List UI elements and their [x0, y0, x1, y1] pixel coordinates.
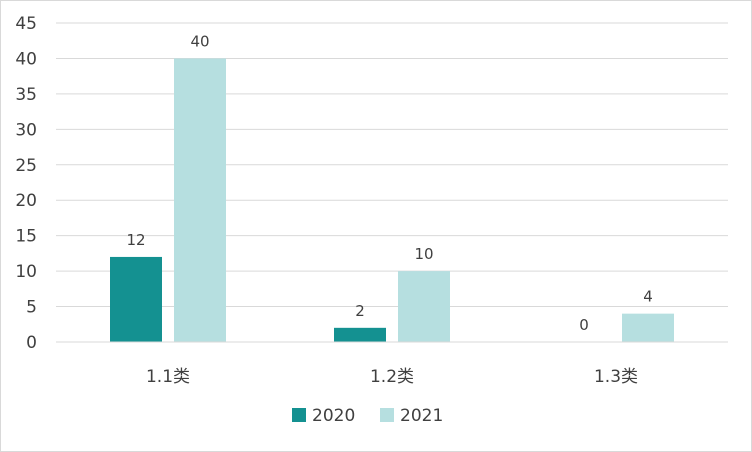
bar-2021-1.3类	[622, 313, 674, 342]
x-tick-label-1.1类: 1.1类	[146, 367, 190, 387]
y-tick-label-15: 15	[15, 227, 37, 247]
data-label-2020-1.1类: 12	[126, 231, 145, 249]
data-label-2021-1.2类: 10	[414, 245, 433, 263]
y-tick-label-0: 0	[26, 333, 37, 353]
legend-label-2020: 2020	[312, 406, 355, 426]
data-label-2021-1.1类: 40	[190, 32, 209, 50]
y-tick-label-10: 10	[15, 262, 37, 282]
y-tick-label-30: 30	[15, 120, 37, 140]
legend-swatch-2021	[380, 408, 394, 422]
y-tick-label-25: 25	[15, 156, 37, 176]
y-tick-label-5: 5	[26, 298, 37, 318]
legend-label-2021: 2021	[400, 406, 443, 426]
bar-2021-1.1类	[174, 58, 226, 342]
y-tick-label-45: 45	[15, 14, 37, 34]
bar-2020-1.1类	[110, 256, 162, 342]
y-tick-label-20: 20	[15, 191, 37, 211]
bar-2020-1.2类	[334, 327, 386, 342]
x-tick-label-1.3类: 1.3类	[594, 367, 638, 387]
data-label-2020-1.3类: 0	[579, 316, 589, 334]
y-tick-label-40: 40	[15, 49, 37, 69]
y-tick-label-35: 35	[15, 85, 37, 105]
x-tick-label-1.2类: 1.2类	[370, 367, 414, 387]
bar-2021-1.2类	[398, 271, 450, 342]
data-label-2021-1.3类: 4	[643, 288, 653, 306]
legend-swatch-2020	[292, 408, 306, 422]
data-label-2020-1.2类: 2	[355, 302, 365, 320]
